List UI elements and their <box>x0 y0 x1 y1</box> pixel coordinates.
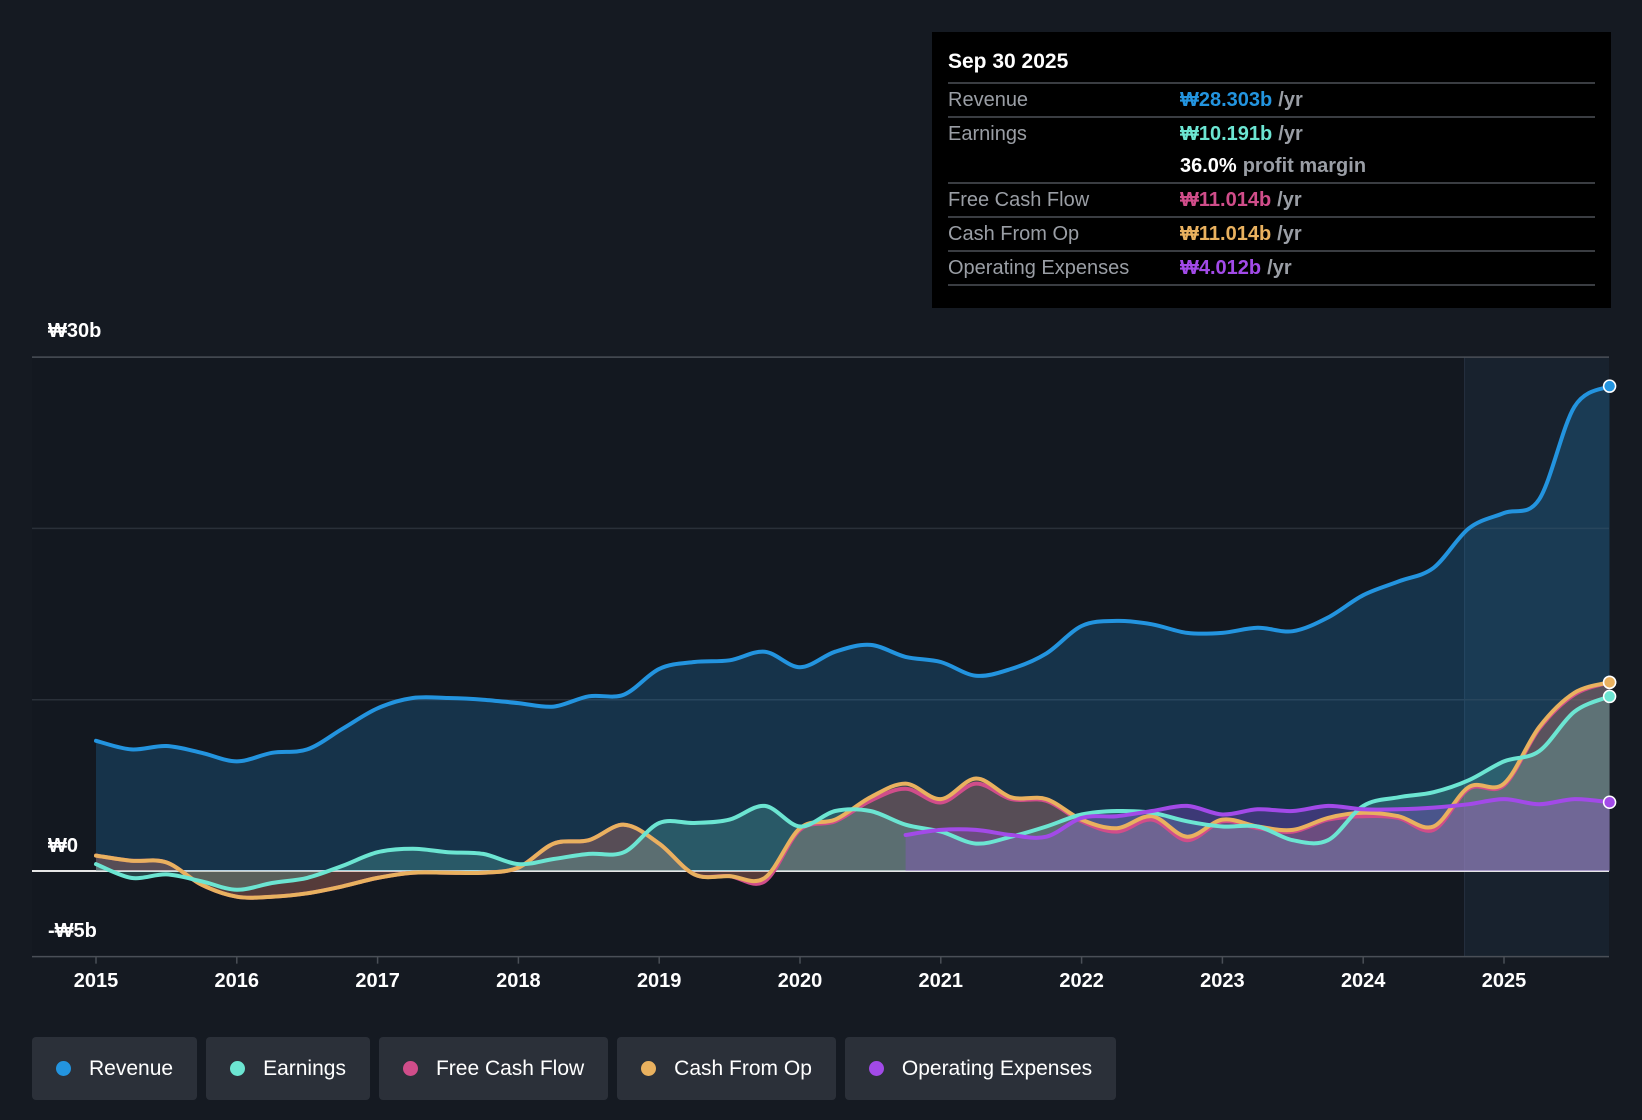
tooltip-unit: /yr <box>1267 256 1292 279</box>
tooltip-unit: /yr <box>1277 222 1302 245</box>
tooltip-value: ₩4.012b <box>1180 256 1262 279</box>
x-axis-label: 2019 <box>636 970 682 992</box>
chart-canvas[interactable] <box>0 0 1642 1020</box>
tooltip-row-earnings: Earnings ₩10.191b /yr <box>948 118 1595 150</box>
tooltip-value: ₩11.014b <box>1180 188 1272 211</box>
legend-free-cash-flow[interactable]: Free Cash Flow <box>378 1037 609 1100</box>
area-earnings <box>96 696 1610 890</box>
x-axis-label: 2020 <box>777 970 823 992</box>
area-revenue <box>96 386 1610 871</box>
tooltip-label: Cash From Op <box>948 222 1080 245</box>
tooltip-date: Sep 30 2025 <box>948 46 1595 84</box>
tooltip-row-cfo: Cash From Op ₩11.014b /yr <box>948 218 1595 252</box>
x-axis-label: 2023 <box>1200 970 1245 992</box>
end-marker-cash-from-op <box>1602 675 1617 690</box>
y-axis-label: ₩30b <box>48 320 102 342</box>
tooltip-unit: profit margin <box>1242 154 1367 177</box>
legend-cash-from-op[interactable]: Cash From Op <box>617 1037 836 1100</box>
tooltip-value: ₩11.014b <box>1180 222 1272 245</box>
tooltip: Sep 30 2025 Revenue ₩28.303b /yr Earning… <box>932 32 1611 308</box>
tooltip-row-margin: 36.0% profit margin <box>948 150 1595 184</box>
tooltip-row-fcf: Free Cash Flow ₩11.014b /yr <box>948 184 1595 218</box>
forecast-highlight-band <box>1464 357 1609 957</box>
end-marker-earnings <box>1602 689 1617 704</box>
y-axis-label: ₩0 <box>48 835 78 857</box>
legend-label: Operating Expenses <box>901 1056 1093 1080</box>
tooltip-value: ₩28.303b <box>1180 88 1273 111</box>
x-axis-label: 2025 <box>1481 970 1527 992</box>
tooltip-value: 36.0% <box>1180 154 1237 177</box>
tooltip-unit: /yr <box>1278 122 1303 145</box>
tooltip-row-revenue: Revenue ₩28.303b /yr <box>948 84 1595 118</box>
legend-label: Cash From Op <box>674 1056 812 1080</box>
x-axis-label: 2021 <box>918 970 964 992</box>
legend-earnings[interactable]: Earnings <box>206 1037 370 1100</box>
legend-label: Revenue <box>89 1056 174 1080</box>
tooltip-value: ₩10.191b <box>1180 122 1273 145</box>
end-marker-revenue <box>1602 379 1617 393</box>
x-axis-label: 2022 <box>1059 970 1104 992</box>
legend-dot-icon <box>56 1061 71 1076</box>
tooltip-label: Earnings <box>948 122 1027 145</box>
end-marker-operating-expenses <box>1602 795 1617 810</box>
tooltip-label: Revenue <box>948 88 1029 111</box>
legend-dot-icon <box>230 1061 246 1076</box>
x-axis-label: 2017 <box>355 970 400 992</box>
legend-label: Free Cash Flow <box>435 1056 585 1080</box>
x-axis-label: 2016 <box>214 970 260 992</box>
x-axis-label: 2018 <box>496 970 541 992</box>
legend-operating-expenses[interactable]: Operating Expenses <box>844 1037 1117 1100</box>
x-axis-label: 2015 <box>73 970 119 992</box>
area-cash-from-op <box>96 682 1610 898</box>
tooltip-label: Free Cash Flow <box>948 188 1090 211</box>
tooltip-unit: /yr <box>1277 188 1302 211</box>
tooltip-unit: /yr <box>1278 88 1303 111</box>
legend: Revenue Earnings Free Cash Flow Cash Fro… <box>32 1037 1117 1100</box>
line-revenue <box>94 384 1612 764</box>
legend-revenue[interactable]: Revenue <box>32 1037 198 1100</box>
y-axis-label: -₩5b <box>48 920 97 942</box>
area-operating-expenses <box>905 799 1610 871</box>
line-operating-expenses <box>903 797 1612 840</box>
legend-dot-icon <box>641 1061 657 1076</box>
tooltip-label: Operating Expenses <box>948 256 1130 279</box>
area-free-cash-flow <box>96 682 1610 898</box>
legend-dot-icon <box>868 1061 884 1076</box>
legend-label: Earnings <box>263 1056 346 1080</box>
legend-dot-icon <box>402 1061 418 1076</box>
tooltip-row-opex: Operating Expenses ₩4.012b /yr <box>948 252 1595 286</box>
line-cash-from-op <box>94 680 1612 900</box>
x-axis-label: 2024 <box>1340 970 1386 992</box>
